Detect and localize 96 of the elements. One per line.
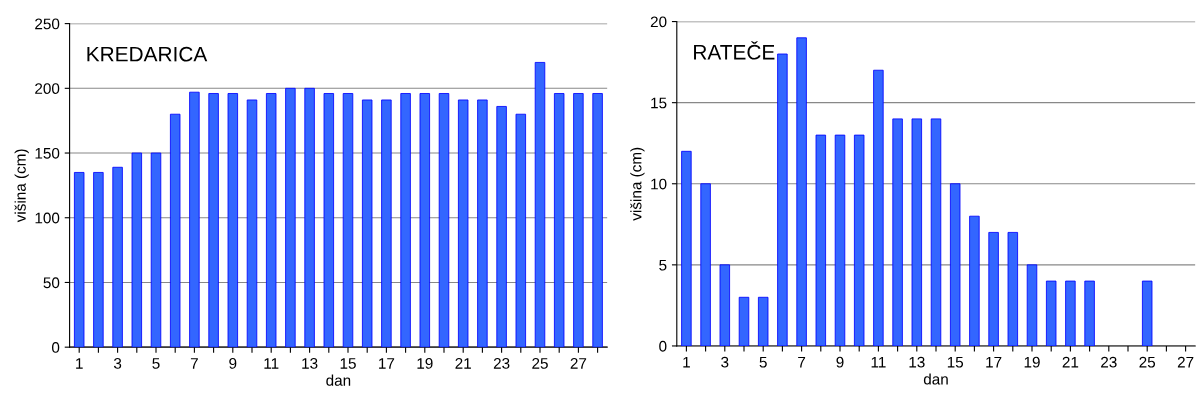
bar bbox=[457, 99, 469, 348]
x-tick-label: 13 bbox=[302, 357, 318, 369]
x-tick-label: 9 bbox=[229, 357, 237, 369]
bar bbox=[150, 152, 162, 348]
x-tick-label: 25 bbox=[532, 357, 548, 369]
bar bbox=[873, 69, 884, 346]
x-axis-title: dan bbox=[326, 374, 351, 386]
x-tick-label: 1 bbox=[683, 356, 690, 368]
bar bbox=[304, 87, 315, 348]
x-tick-label: 15 bbox=[340, 358, 356, 369]
bar bbox=[592, 93, 603, 348]
x-tick-label: 9 bbox=[836, 356, 844, 368]
bar bbox=[969, 215, 980, 346]
bar bbox=[477, 99, 488, 348]
bar bbox=[573, 93, 584, 348]
y-tick-label: 50 bbox=[43, 277, 60, 289]
bar bbox=[438, 93, 450, 348]
y-tick-label: 5 bbox=[659, 259, 667, 271]
bar bbox=[496, 106, 507, 348]
y-tick-label: 100 bbox=[35, 212, 60, 224]
y-tick-label: 0 bbox=[51, 342, 60, 353]
bar bbox=[515, 113, 527, 348]
bar bbox=[1007, 232, 1019, 346]
x-tick-label: 17 bbox=[986, 356, 1002, 368]
x-tick-label: 21 bbox=[1062, 356, 1079, 368]
bar bbox=[400, 93, 411, 348]
bar bbox=[246, 99, 258, 348]
y-tick-label: 250 bbox=[35, 18, 60, 30]
bar bbox=[988, 232, 999, 346]
bar bbox=[112, 166, 123, 348]
bar bbox=[285, 87, 296, 348]
bar bbox=[892, 118, 903, 346]
bar bbox=[949, 183, 961, 346]
x-tick-label: 27 bbox=[1177, 356, 1194, 368]
x-axis-title: dan bbox=[923, 373, 948, 385]
bar bbox=[1065, 280, 1076, 346]
bar bbox=[700, 183, 711, 346]
x-tick-label: 19 bbox=[417, 357, 433, 369]
x-tick-label: 21 bbox=[455, 357, 471, 369]
bar bbox=[1026, 264, 1038, 346]
bar bbox=[189, 91, 200, 348]
bar bbox=[553, 93, 565, 348]
bar bbox=[1084, 280, 1095, 346]
bar bbox=[169, 113, 181, 348]
bar bbox=[777, 53, 788, 346]
bar bbox=[342, 93, 354, 348]
bar bbox=[681, 150, 692, 346]
x-tick-label: 17 bbox=[379, 358, 395, 369]
bar bbox=[911, 118, 923, 346]
bar bbox=[265, 93, 277, 348]
y-tick-label: 15 bbox=[651, 97, 667, 109]
x-tick-label: 3 bbox=[113, 357, 122, 369]
bar bbox=[1141, 280, 1153, 346]
bar bbox=[361, 99, 373, 348]
x-tick-label: 15 bbox=[947, 356, 964, 368]
x-tick-label: 5 bbox=[759, 356, 767, 368]
bar bbox=[323, 93, 335, 348]
y-tick-label: 0 bbox=[659, 340, 667, 352]
bar bbox=[738, 296, 750, 346]
bar bbox=[131, 152, 143, 348]
bar bbox=[381, 99, 392, 348]
x-tick-label: 1 bbox=[76, 358, 83, 369]
y-tick-label: 200 bbox=[35, 83, 60, 95]
bar bbox=[1045, 280, 1057, 346]
text: KREDARICA bbox=[87, 46, 208, 62]
bar bbox=[208, 93, 219, 348]
y-axis-title: višina (cm) bbox=[14, 149, 29, 223]
bar bbox=[534, 62, 546, 348]
x-tick-label: 23 bbox=[493, 357, 510, 369]
bar bbox=[73, 172, 85, 348]
x-tick-label: 3 bbox=[721, 356, 729, 368]
bar bbox=[815, 134, 827, 346]
x-tick-label: 7 bbox=[190, 358, 198, 369]
x-tick-label: 11 bbox=[871, 356, 886, 368]
bar bbox=[227, 93, 239, 348]
bar bbox=[419, 93, 431, 348]
bar bbox=[757, 296, 769, 346]
x-tick-label: 25 bbox=[1139, 356, 1156, 368]
bar bbox=[719, 264, 731, 346]
x-tick-label: 5 bbox=[152, 358, 160, 369]
y-axis-title: višina (cm) bbox=[630, 147, 645, 221]
y-tick-label: 20 bbox=[650, 16, 667, 28]
bar bbox=[930, 118, 942, 346]
bar bbox=[796, 37, 807, 346]
bar bbox=[853, 134, 865, 346]
bar bbox=[834, 134, 846, 346]
x-tick-label: 27 bbox=[570, 357, 587, 369]
text: RATEČE bbox=[694, 41, 775, 60]
x-tick-label: 11 bbox=[264, 358, 279, 369]
x-tick-label: 13 bbox=[909, 356, 925, 368]
y-tick-label: 150 bbox=[35, 147, 60, 159]
x-tick-label: 23 bbox=[1101, 356, 1117, 368]
y-tick-label: 10 bbox=[651, 178, 667, 190]
bar bbox=[93, 172, 104, 348]
x-tick-label: 7 bbox=[798, 356, 806, 368]
x-tick-label: 19 bbox=[1024, 356, 1040, 368]
